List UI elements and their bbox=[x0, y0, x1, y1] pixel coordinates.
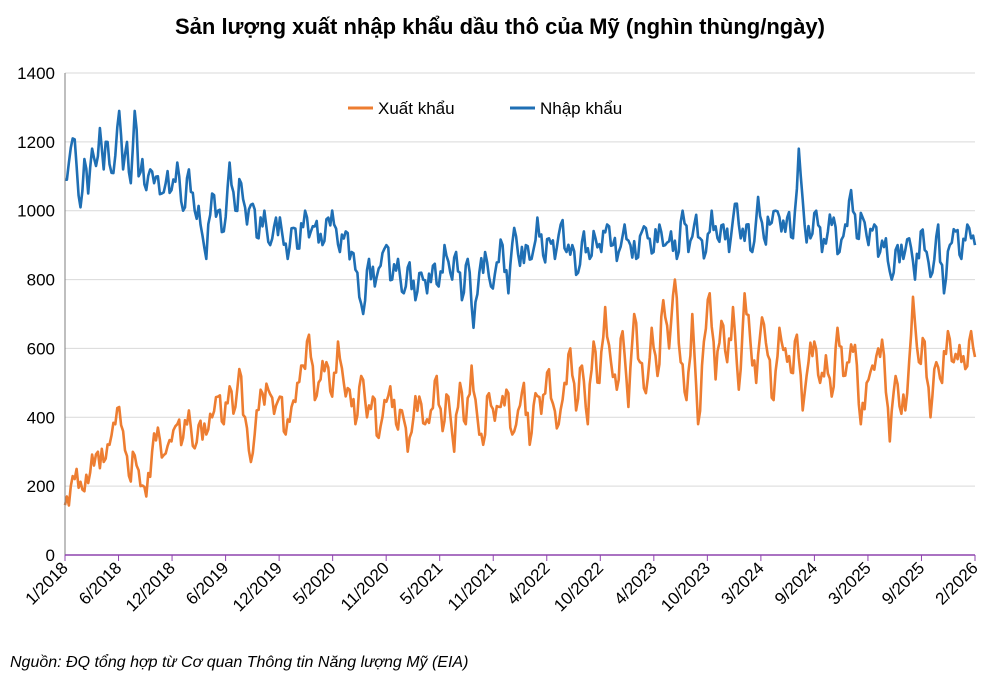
x-tick-label: 3/2024 bbox=[718, 558, 768, 608]
x-tick-label: 6/2018 bbox=[75, 558, 125, 608]
y-tick-label: 600 bbox=[27, 339, 55, 358]
x-tick-label: 5/2020 bbox=[289, 558, 339, 608]
series-lines bbox=[63, 109, 977, 507]
x-tick-label: 3/2025 bbox=[825, 558, 875, 608]
x-tick-label: 4/2023 bbox=[610, 558, 660, 608]
x-tick-label: 5/2021 bbox=[396, 558, 446, 608]
series-line-export bbox=[63, 278, 977, 507]
legend-label: Xuất khẩu bbox=[378, 99, 455, 118]
x-tick-label: 4/2022 bbox=[503, 558, 553, 608]
y-tick-label: 200 bbox=[27, 477, 55, 496]
x-tick-label: 9/2024 bbox=[771, 558, 821, 608]
y-tick-label: 400 bbox=[27, 408, 55, 427]
legend-label: Nhập khẩu bbox=[540, 99, 622, 118]
x-tick-label: 9/2025 bbox=[878, 558, 928, 608]
x-tick-label: 1/2018 bbox=[22, 558, 72, 608]
source-note: Nguồn: ĐQ tổng hợp từ Cơ quan Thông tin … bbox=[10, 654, 469, 671]
y-tick-label: 1200 bbox=[17, 133, 55, 152]
x-tick-label: 11/2020 bbox=[337, 558, 393, 614]
y-tick-label: 800 bbox=[27, 271, 55, 290]
y-tick-label: 1000 bbox=[17, 202, 55, 221]
chart-title: Sản lượng xuất nhập khẩu dầu thô của Mỹ … bbox=[174, 14, 825, 39]
x-tick-label: 10/2022 bbox=[550, 558, 607, 615]
x-tick-label: 6/2019 bbox=[182, 558, 232, 608]
legend: Xuất khẩu Nhập khẩu bbox=[348, 99, 622, 118]
x-tick-label: 12/2018 bbox=[122, 558, 179, 615]
y-tick-label: 0 bbox=[46, 546, 55, 565]
axes bbox=[64, 73, 975, 556]
series-line-import bbox=[65, 109, 977, 330]
x-tick-label: 2/2026 bbox=[932, 558, 982, 608]
x-tick-label: 12/2019 bbox=[229, 558, 286, 615]
grid-lines bbox=[65, 72, 975, 487]
x-tick-label: 11/2021 bbox=[444, 558, 500, 614]
x-tick-label: 10/2023 bbox=[657, 558, 714, 615]
y-axis-tick-labels: 0 200 400 600 800 1000 1200 1400 bbox=[17, 64, 55, 565]
y-tick-label: 1400 bbox=[17, 64, 55, 83]
